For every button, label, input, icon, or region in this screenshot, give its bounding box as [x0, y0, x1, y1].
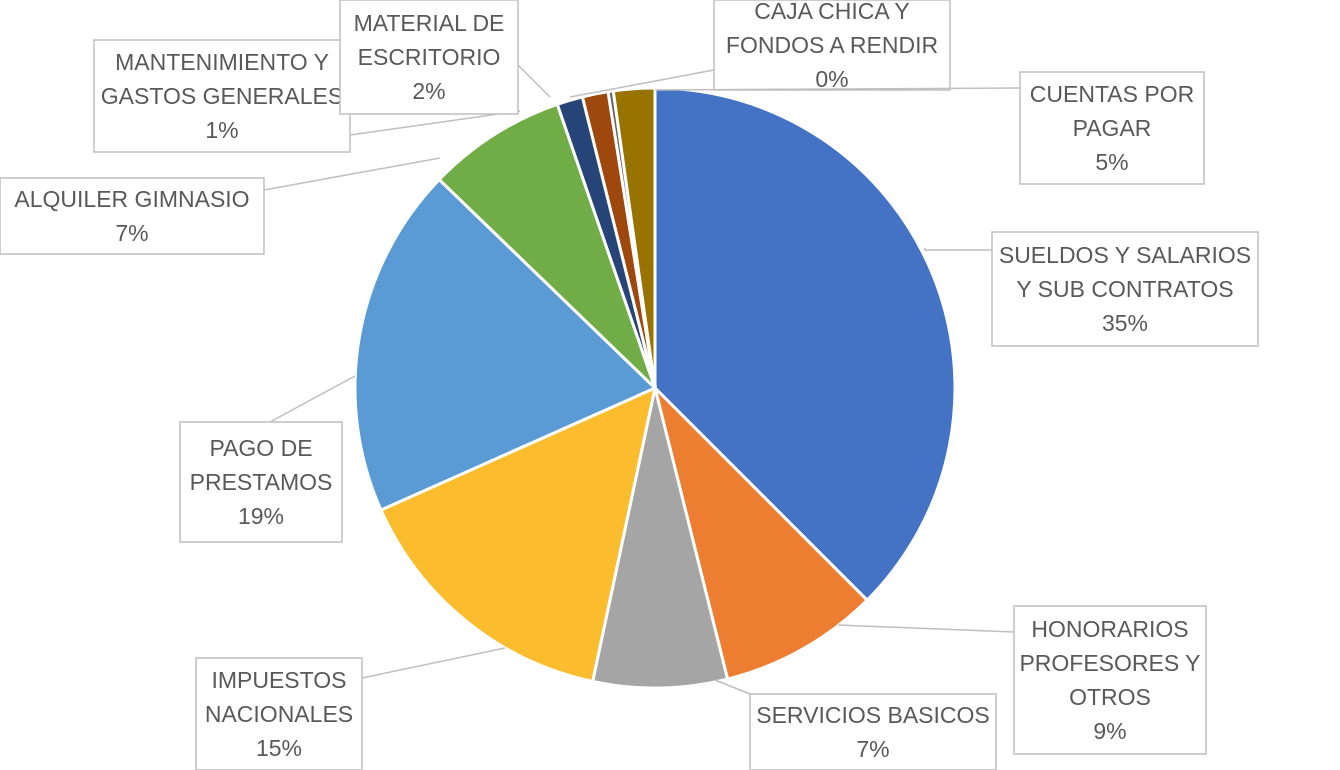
- data-label-box: [0, 177, 265, 255]
- data-label: MATERIAL DE ESCRITORIO 2%: [339, 0, 519, 115]
- leader-line: [269, 375, 356, 423]
- leader-line: [837, 624, 1015, 633]
- data-label-box: [1019, 71, 1205, 185]
- data-label: ALQUILER GIMNASIO 7%: [0, 177, 265, 255]
- data-label-category: Y SUB CONTRATOS: [1016, 276, 1233, 302]
- data-label-category: NACIONALES: [205, 701, 353, 727]
- leader-line: [361, 647, 506, 679]
- data-label: CUENTAS POR PAGAR 5%: [1019, 71, 1205, 185]
- data-label-box: [93, 39, 351, 153]
- data-label-percent: 7%: [856, 736, 889, 762]
- pie-slice: [611, 86, 657, 389]
- data-label-category: PRESTAMOS: [190, 469, 333, 495]
- data-label-category: FONDOS A RENDIR: [726, 32, 938, 58]
- pie-slice: [590, 387, 730, 690]
- data-label-box: [179, 421, 343, 543]
- data-label-box: [991, 231, 1259, 347]
- data-label-percent: 5%: [1095, 149, 1128, 175]
- leader-line: [349, 110, 521, 136]
- data-label-category: OTROS: [1069, 684, 1151, 710]
- leader-line: [569, 69, 715, 98]
- data-label-category: PAGAR: [1073, 115, 1152, 141]
- pie-slices: [353, 86, 957, 690]
- data-label-category: PROFESORES Y: [1019, 650, 1200, 676]
- data-label-percent: 15%: [256, 735, 302, 761]
- data-label: PAGO DE PRESTAMOS 19%: [179, 421, 343, 543]
- data-label: SUELDOS Y SALARIOS Y SUB CONTRATOS 35%: [991, 231, 1259, 347]
- data-label-box: [195, 657, 363, 770]
- leader-line: [924, 248, 992, 251]
- data-label-box: [339, 0, 519, 115]
- data-label-category: MANTENIMIENTO Y: [115, 49, 329, 75]
- pie-slice: [653, 86, 957, 603]
- data-label-percent: 35%: [1102, 310, 1148, 336]
- data-label: IMPUESTOS NACIONALES 15%: [195, 657, 363, 770]
- leader-line: [517, 64, 551, 98]
- data-label-box: [1013, 605, 1207, 755]
- data-label: MANTENIMIENTO Y GASTOS GENERALES 1%: [93, 39, 351, 153]
- data-label-category: ALQUILER GIMNASIO: [14, 186, 249, 212]
- data-label-category: CAJA CHICA Y: [754, 0, 910, 24]
- data-label-category: HONORARIOS: [1031, 616, 1188, 642]
- data-label-category: GASTOS GENERALES: [101, 83, 343, 109]
- data-label: SERVICIOS BASICOS 7%: [749, 693, 997, 770]
- data-label-percent: 0%: [815, 66, 848, 92]
- data-label-category: SERVICIOS BASICOS: [756, 702, 989, 728]
- leader-line: [263, 157, 441, 191]
- pie-slice: [652, 383, 870, 681]
- data-label-percent: 19%: [238, 503, 284, 529]
- data-label-category: SUELDOS Y SALARIOS: [999, 242, 1251, 268]
- pie-slice: [353, 177, 658, 513]
- data-label: HONORARIOS PROFESORES Y OTROS 9%: [1013, 605, 1207, 755]
- data-label-percent: 9%: [1093, 718, 1126, 744]
- data-labels: SUELDOS Y SALARIOS Y SUB CONTRATOS 35% HONO…: [0, 0, 1259, 770]
- pie-slice: [437, 102, 657, 390]
- data-label-category: CUENTAS POR: [1030, 81, 1194, 107]
- data-label-box: [713, 0, 951, 91]
- data-label-category: PAGO DE: [209, 435, 312, 461]
- data-label-category: ESCRITORIO: [358, 44, 501, 70]
- data-label-box: [749, 693, 997, 770]
- data-label-percent: 2%: [412, 78, 445, 104]
- data-label-percent: 7%: [115, 220, 148, 246]
- pie-slice: [378, 385, 658, 684]
- data-label-category: MATERIAL DE: [354, 10, 505, 36]
- leader-line: [714, 679, 751, 695]
- data-label: CAJA CHICA Y FONDOS A RENDIR 0%: [713, 0, 951, 92]
- data-label-category: IMPUESTOS: [211, 667, 346, 693]
- leader-line: [654, 87, 1021, 91]
- data-label-percent: 1%: [205, 117, 238, 143]
